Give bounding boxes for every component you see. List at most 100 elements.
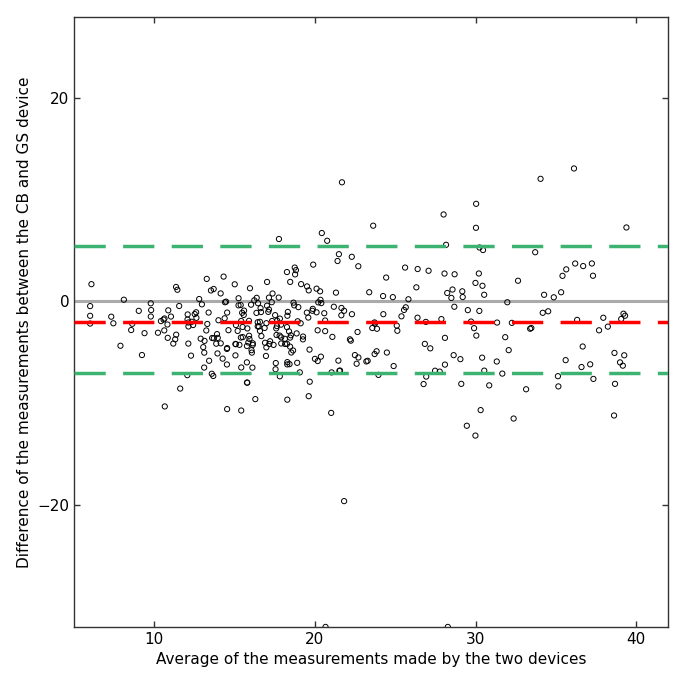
Point [230, 339, 241, 350]
Point [235, 300, 246, 311]
Point [500, 332, 511, 343]
Point [237, 307, 248, 318]
Point [253, 298, 264, 308]
Point [198, 342, 209, 353]
Point [233, 300, 244, 311]
Point [347, 251, 358, 262]
Point [585, 359, 596, 370]
Point [391, 320, 402, 331]
Point [212, 332, 223, 343]
Point [159, 313, 170, 324]
Point [238, 309, 249, 320]
Point [273, 292, 284, 303]
Point [303, 391, 314, 402]
Point [272, 315, 283, 326]
Point [247, 339, 258, 350]
Point [243, 337, 254, 348]
Point [553, 381, 564, 392]
Point [266, 315, 277, 326]
Point [474, 242, 485, 253]
Point [469, 323, 479, 334]
Point [282, 267, 292, 278]
Point [134, 305, 145, 316]
Point [377, 291, 388, 302]
Point [484, 380, 495, 391]
Point [218, 271, 229, 282]
Point [526, 323, 537, 334]
Point [466, 316, 477, 327]
Point [282, 311, 293, 321]
Point [475, 405, 486, 416]
Point [158, 314, 169, 325]
Point [182, 314, 193, 325]
Point [322, 235, 333, 246]
X-axis label: Average of the measurements made by the two devices: Average of the measurements made by the … [156, 653, 586, 668]
Point [548, 292, 559, 303]
Point [399, 262, 410, 273]
Point [598, 313, 609, 324]
Point [315, 351, 326, 362]
Point [291, 328, 302, 339]
Point [236, 362, 247, 373]
Point [330, 287, 341, 298]
Point [364, 287, 375, 298]
Point [378, 308, 389, 319]
Point [608, 410, 619, 421]
Point [334, 365, 345, 376]
Point [570, 258, 581, 269]
Point [345, 334, 356, 345]
Point [262, 300, 273, 311]
Point [338, 305, 349, 316]
Point [183, 317, 194, 328]
Point [186, 350, 197, 361]
Point [396, 311, 407, 321]
Point [297, 331, 308, 342]
Point [421, 371, 432, 382]
Point [373, 369, 384, 380]
Point [320, 315, 331, 326]
Point [326, 367, 337, 378]
Point [289, 300, 300, 311]
Point [292, 316, 303, 327]
Point [530, 247, 540, 258]
Point [439, 268, 450, 279]
Point [246, 345, 257, 356]
Point [392, 326, 403, 337]
Point [199, 362, 210, 373]
Point [503, 345, 514, 356]
Point [312, 356, 323, 367]
Point [400, 302, 411, 313]
Point [614, 357, 625, 368]
Point [602, 321, 613, 332]
Point [247, 362, 258, 373]
Point [275, 319, 286, 330]
Point [115, 341, 126, 352]
Point [312, 325, 323, 336]
Point [308, 259, 319, 270]
Point [457, 286, 468, 297]
Point [215, 288, 226, 299]
Point [284, 326, 295, 337]
Point [320, 326, 331, 337]
Point [86, 278, 97, 289]
Point [252, 317, 263, 328]
Point [561, 264, 572, 275]
Point [260, 337, 271, 348]
Point [477, 245, 488, 256]
Point [203, 355, 214, 366]
Point [560, 355, 571, 366]
Point [471, 222, 482, 233]
Point [271, 323, 282, 334]
Point [238, 305, 249, 316]
Point [538, 289, 549, 300]
Point [244, 330, 255, 341]
Point [208, 333, 219, 344]
Point [162, 319, 173, 330]
Point [619, 350, 630, 360]
Point [474, 306, 485, 317]
Point [334, 249, 345, 260]
Point [242, 323, 253, 334]
Point [295, 367, 306, 378]
Point [621, 222, 632, 233]
Point [264, 304, 275, 315]
